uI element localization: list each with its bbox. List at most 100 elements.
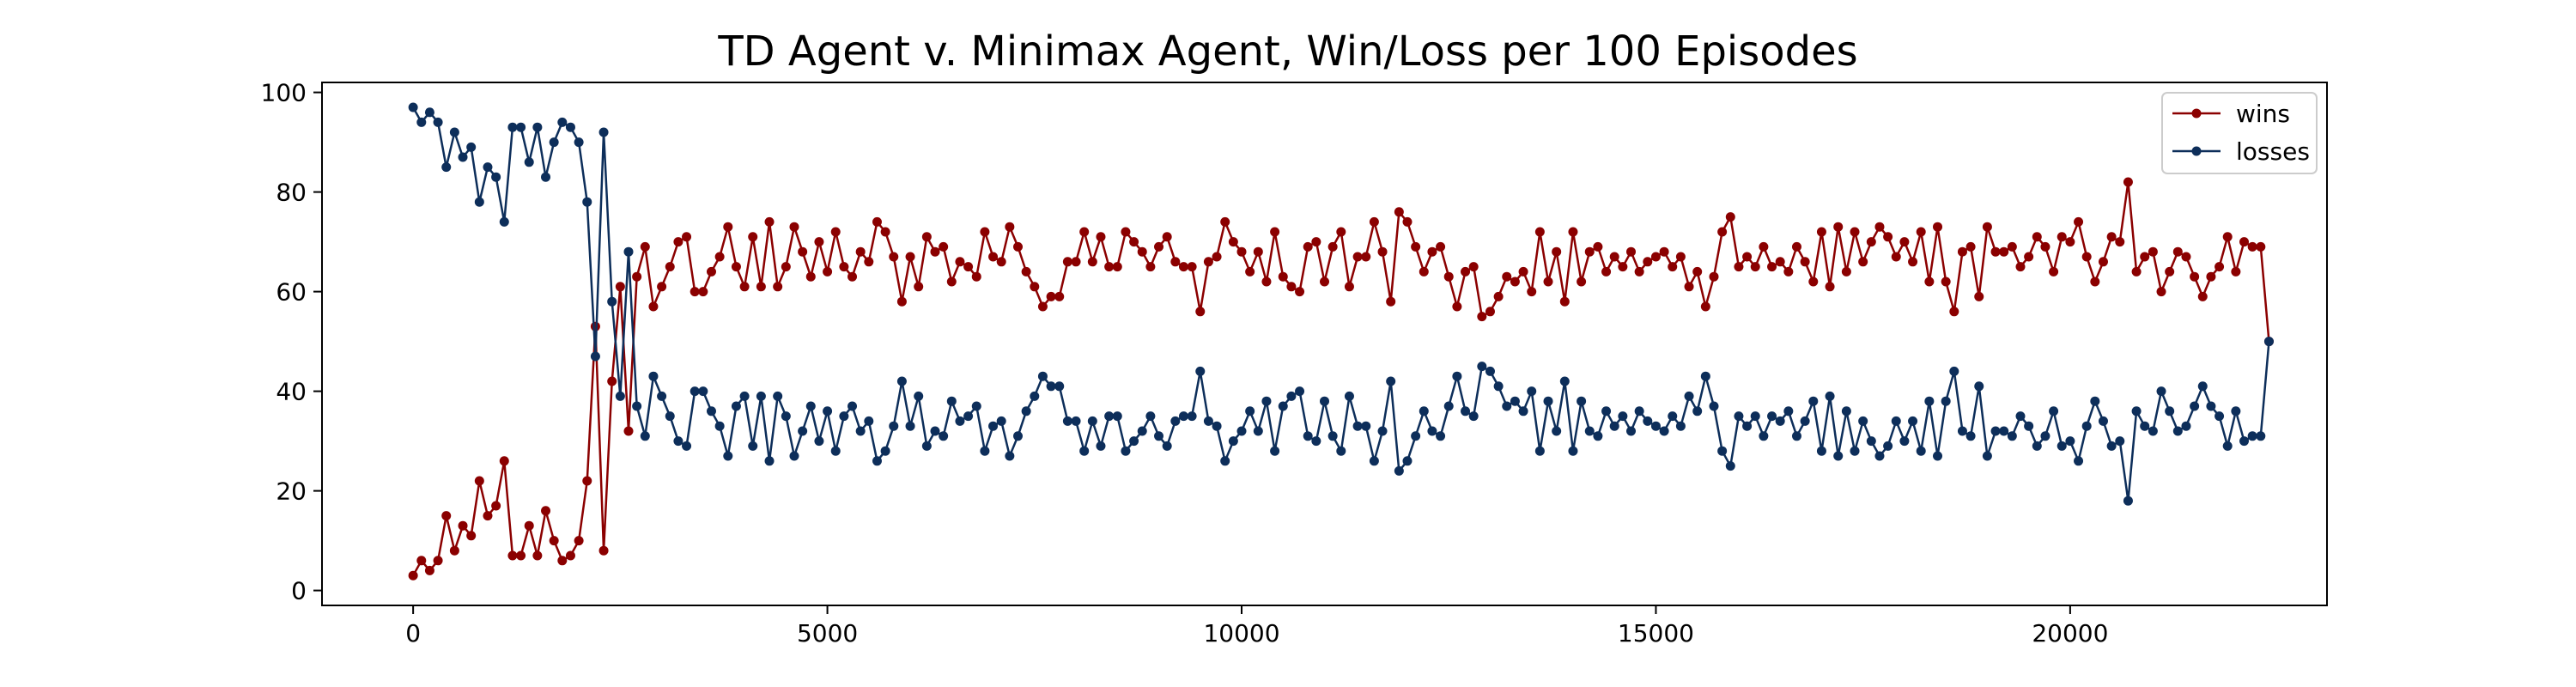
data-point-losses	[1087, 416, 1097, 426]
data-point-losses	[1692, 406, 1703, 416]
data-point-wins	[1999, 246, 2009, 257]
data-point-wins	[1129, 237, 1139, 247]
data-point-wins	[1377, 246, 1388, 257]
data-point-wins	[2123, 177, 2133, 187]
data-point-wins	[1518, 266, 1528, 277]
data-point-wins	[1071, 257, 1081, 267]
data-point-wins	[1659, 246, 1669, 257]
data-point-wins	[1510, 277, 1520, 287]
data-point-wins	[1295, 287, 1305, 297]
data-point-wins	[1228, 237, 1238, 247]
data-point-losses	[532, 122, 543, 132]
data-point-wins	[1866, 237, 1876, 247]
data-point-losses	[1908, 416, 1918, 426]
data-point-wins	[2049, 266, 2059, 277]
data-point-wins	[466, 531, 477, 541]
data-point-wins	[424, 565, 434, 575]
data-point-losses	[1162, 441, 1172, 451]
data-point-losses	[2190, 401, 2200, 411]
data-point-losses	[930, 426, 940, 436]
data-point-wins	[1411, 241, 1421, 252]
data-point-losses	[507, 122, 518, 132]
data-point-losses	[971, 401, 981, 411]
data-point-losses	[1037, 371, 1048, 381]
data-point-wins	[416, 556, 427, 566]
data-point-wins	[1825, 282, 1835, 292]
data-point-wins	[2148, 246, 2158, 257]
plot-area	[408, 102, 2274, 581]
data-point-wins	[541, 506, 551, 516]
plot-frame	[321, 82, 2328, 606]
data-point-losses	[1957, 426, 1967, 436]
data-point-wins	[1087, 257, 1097, 267]
data-point-wins	[1891, 252, 1901, 262]
data-point-wins	[1808, 277, 1819, 287]
data-point-losses	[2222, 441, 2233, 451]
data-point-losses	[1833, 451, 1844, 461]
data-point-wins	[1461, 266, 1471, 277]
data-point-wins	[1601, 266, 1612, 277]
y-tick-label: 0	[291, 577, 307, 605]
data-point-losses	[1534, 446, 1545, 456]
data-point-wins	[1609, 252, 1619, 262]
data-point-wins	[2098, 257, 2108, 267]
data-point-losses	[458, 152, 468, 162]
data-point-losses	[491, 172, 501, 182]
data-point-wins	[1021, 266, 1031, 277]
data-point-losses	[2032, 441, 2042, 451]
data-point-wins	[1195, 307, 1206, 317]
data-point-losses	[1502, 401, 1512, 411]
data-point-wins	[1552, 246, 1562, 257]
data-point-losses	[1236, 426, 1247, 436]
data-point-wins	[2181, 252, 2191, 262]
data-point-wins	[789, 222, 799, 232]
data-point-wins	[1443, 271, 1454, 282]
data-point-wins	[1452, 301, 1462, 312]
data-point-wins	[640, 241, 650, 252]
data-point-losses	[2115, 436, 2125, 447]
data-point-wins	[1236, 246, 1247, 257]
data-point-losses	[1700, 371, 1710, 381]
data-point-losses	[557, 117, 568, 127]
data-point-wins	[1990, 246, 2001, 257]
data-point-losses	[1924, 396, 1935, 406]
data-point-losses	[1352, 421, 1363, 431]
data-point-losses	[963, 411, 974, 422]
data-point-losses	[1999, 426, 2009, 436]
data-point-losses	[698, 386, 708, 397]
data-point-wins	[731, 262, 741, 272]
data-point-wins	[1468, 262, 1479, 272]
data-point-losses	[2074, 456, 2084, 466]
data-point-losses	[2215, 411, 2225, 422]
data-point-losses	[1899, 436, 1910, 447]
data-point-losses	[2098, 416, 2108, 426]
data-point-losses	[441, 162, 452, 173]
data-point-wins	[499, 456, 509, 466]
data-point-wins	[1311, 237, 1321, 247]
data-point-losses	[1493, 381, 1504, 392]
data-point-losses	[2057, 441, 2067, 451]
data-point-losses	[1286, 391, 1297, 401]
data-point-wins	[798, 246, 808, 257]
data-point-wins	[2206, 271, 2216, 282]
data-point-losses	[872, 456, 882, 466]
axes: 0 5000 10000 15000 20000 0 20 40 60 80 100	[261, 79, 2109, 647]
data-point-losses	[1336, 446, 1346, 456]
data-point-wins	[2190, 271, 2200, 282]
data-point-wins	[1982, 222, 1992, 232]
data-point-wins	[1037, 301, 1048, 312]
data-point-losses	[1709, 401, 1719, 411]
data-point-wins	[1543, 277, 1553, 287]
data-point-wins	[1336, 227, 1346, 237]
series-wins	[408, 177, 2274, 581]
data-point-losses	[408, 102, 418, 112]
data-point-losses	[1402, 456, 1413, 466]
data-point-losses	[2256, 431, 2266, 441]
data-point-losses	[2165, 406, 2175, 416]
data-point-losses	[1187, 411, 1197, 422]
data-point-wins	[532, 550, 543, 561]
data-point-losses	[2007, 431, 2017, 441]
data-point-wins	[1800, 257, 1810, 267]
data-point-wins	[1369, 216, 1379, 227]
data-point-losses	[921, 441, 932, 451]
